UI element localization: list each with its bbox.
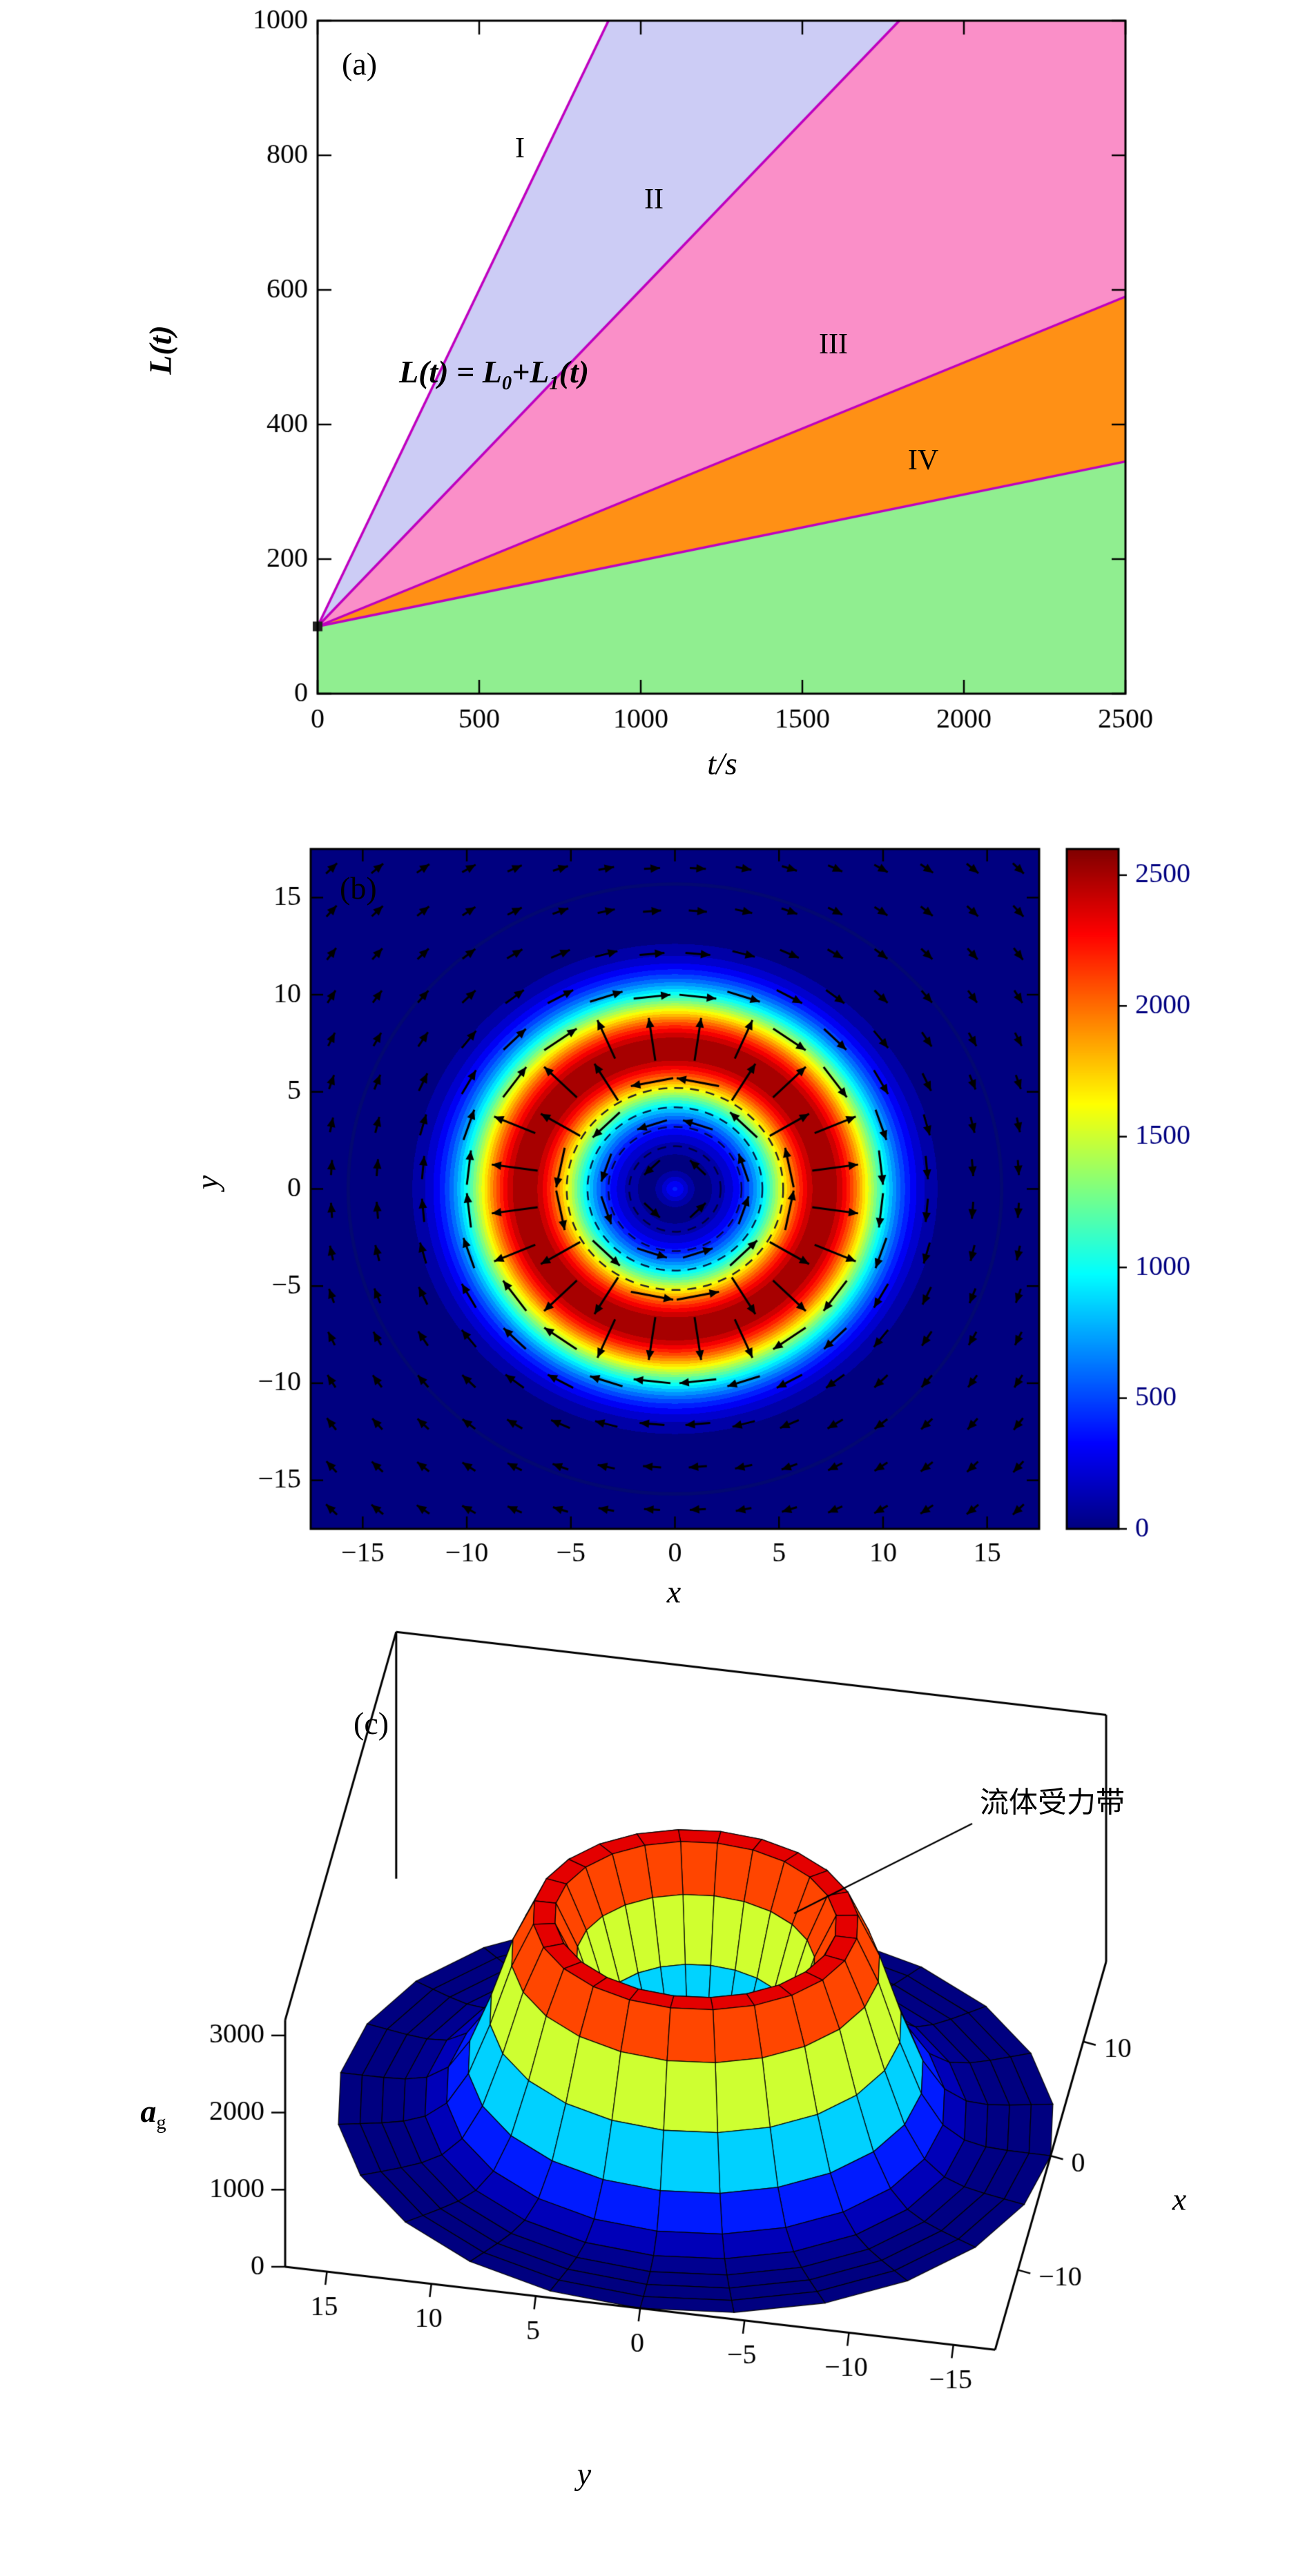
- panel-c-annotation: 流体受力带: [979, 1785, 1125, 1819]
- zlabel-subscript: g: [156, 2112, 166, 2134]
- region-label-3: III: [819, 329, 848, 360]
- panel-c-zlabel: ag: [140, 2093, 166, 2134]
- panel-c-canvas: [0, 1615, 1305, 2576]
- panel-a-xlabel: t/s: [707, 745, 737, 781]
- panel-c-xlabel: x: [1172, 2181, 1187, 2217]
- panel-a-ylabel: L(t): [142, 325, 178, 375]
- equation-part: (t): [559, 354, 590, 389]
- panel-b-canvas: [0, 773, 1305, 1650]
- equation-subscript: 0: [501, 373, 512, 395]
- region-label-1: I: [515, 133, 525, 164]
- panel-c-label: (c): [354, 1706, 389, 1741]
- panel-a-label: (a): [342, 46, 378, 81]
- panel-a-canvas: [0, 0, 1305, 773]
- panel-b-ylabel: y: [189, 1175, 225, 1190]
- zlabel-main: a: [140, 2093, 157, 2129]
- panel-b-label: (b): [340, 870, 377, 906]
- panel-a-equation: L(t) = L0+L1(t): [399, 353, 589, 395]
- panel-b-xlabel: x: [666, 1574, 682, 1610]
- equation-part: +L: [512, 354, 550, 389]
- equation-subscript: 1: [549, 373, 559, 395]
- region-label-2: II: [644, 184, 664, 215]
- equation-part: L(t) = L: [399, 354, 502, 389]
- region-label-4: IV: [907, 445, 939, 476]
- panel-c-ylabel: y: [577, 2456, 592, 2492]
